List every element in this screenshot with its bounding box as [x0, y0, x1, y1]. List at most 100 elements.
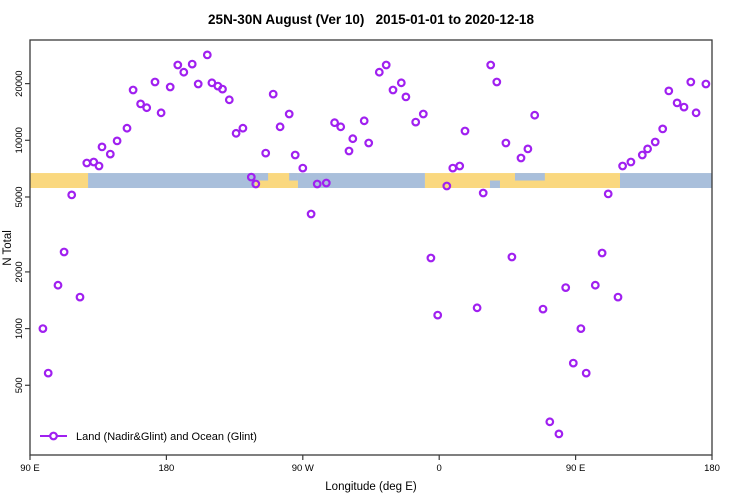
data-point [75, 292, 85, 302]
plot-frame [29, 39, 713, 456]
data-point [501, 138, 511, 148]
data-point [359, 116, 369, 126]
data-point [251, 179, 261, 189]
y-tick-label: 5000 [14, 186, 25, 207]
data-point [112, 136, 122, 146]
ocean-segment [88, 173, 256, 189]
data-point [38, 324, 48, 334]
ocean-patch [255, 173, 269, 181]
data-point [231, 128, 241, 138]
y-tick-label: 20000 [14, 70, 25, 96]
data-point [418, 109, 428, 119]
data-point [330, 118, 340, 128]
data-point [523, 144, 533, 154]
data-point [179, 67, 189, 77]
data-point [193, 79, 203, 89]
data-point [396, 78, 406, 88]
data-point [261, 148, 271, 158]
y-axis-ticks: 500 1000 2000 5000 10000 20000 [14, 70, 30, 393]
data-point [136, 99, 146, 109]
data-point [507, 252, 517, 262]
data-point [691, 108, 701, 118]
data-point [344, 146, 354, 156]
data-point [643, 144, 652, 154]
x-tick-label: 90 E [566, 463, 586, 474]
data-point [576, 324, 586, 334]
data-point [448, 163, 458, 173]
data-point [165, 82, 175, 92]
data-point [554, 429, 564, 439]
data-point [89, 157, 99, 167]
x-tick-label: 90 W [292, 463, 314, 474]
legend-point-marker [49, 431, 58, 441]
data-point [59, 247, 69, 257]
legend: Land (Nadir&Glint) and Ocean (Glint) [40, 431, 257, 443]
data-points [38, 50, 711, 439]
data-point [202, 50, 212, 60]
data-point [516, 153, 526, 163]
data-point [613, 292, 623, 302]
data-point [128, 85, 138, 95]
data-point [426, 253, 436, 263]
data-point [626, 157, 636, 167]
y-tick-label: 10000 [14, 127, 25, 153]
x-tick-label: 90 E [20, 463, 40, 474]
data-point [597, 248, 607, 258]
data-point [658, 124, 668, 134]
data-point [298, 163, 308, 173]
x-axis-ticks: 90 E 180 90 W 0 90 E 180 [20, 455, 720, 474]
y-tick-label: 500 [14, 377, 25, 393]
data-point [664, 86, 674, 96]
data-point [53, 280, 63, 290]
data-point [478, 188, 488, 198]
x-axis-title: Longitude (deg E) [325, 481, 417, 493]
data-point [336, 122, 346, 132]
data-point [312, 179, 322, 189]
data-point [455, 161, 465, 171]
data-point [568, 358, 578, 368]
data-point [460, 126, 470, 136]
data-point [581, 368, 591, 378]
legend-label: Land (Nadir&Glint) and Ocean (Glint) [76, 431, 257, 443]
data-point [637, 150, 647, 160]
data-point [321, 178, 331, 188]
data-point [561, 283, 571, 293]
data-point [679, 102, 689, 112]
data-point [364, 138, 374, 148]
data-point [411, 117, 421, 127]
data-point [374, 67, 384, 77]
data-point [401, 92, 411, 102]
ocean-patch [289, 173, 298, 181]
x-tick-label: 180 [704, 463, 720, 474]
data-point [284, 109, 294, 119]
x-tick-label: 180 [158, 463, 174, 474]
data-point [603, 189, 613, 199]
data-point [187, 59, 197, 69]
data-point [492, 77, 502, 87]
data-point [94, 161, 104, 171]
data-point [530, 110, 540, 120]
data-point [268, 89, 278, 99]
data-point [348, 134, 358, 144]
x-tick-label: 0 [437, 463, 442, 474]
data-point [275, 122, 285, 132]
data-point [122, 123, 132, 133]
data-point [82, 158, 92, 168]
data-point [306, 209, 316, 219]
data-point [388, 85, 398, 95]
data-point [590, 280, 600, 290]
data-point [97, 142, 107, 152]
land-segment [30, 173, 89, 189]
land-ocean-band [30, 173, 712, 189]
data-point [618, 161, 627, 171]
data-point [43, 368, 53, 378]
data-point [486, 60, 496, 70]
data-point [290, 150, 300, 160]
data-point [538, 304, 548, 314]
data-point [218, 84, 227, 94]
data-point [224, 95, 234, 105]
data-point [142, 103, 152, 113]
data-point [238, 123, 248, 133]
